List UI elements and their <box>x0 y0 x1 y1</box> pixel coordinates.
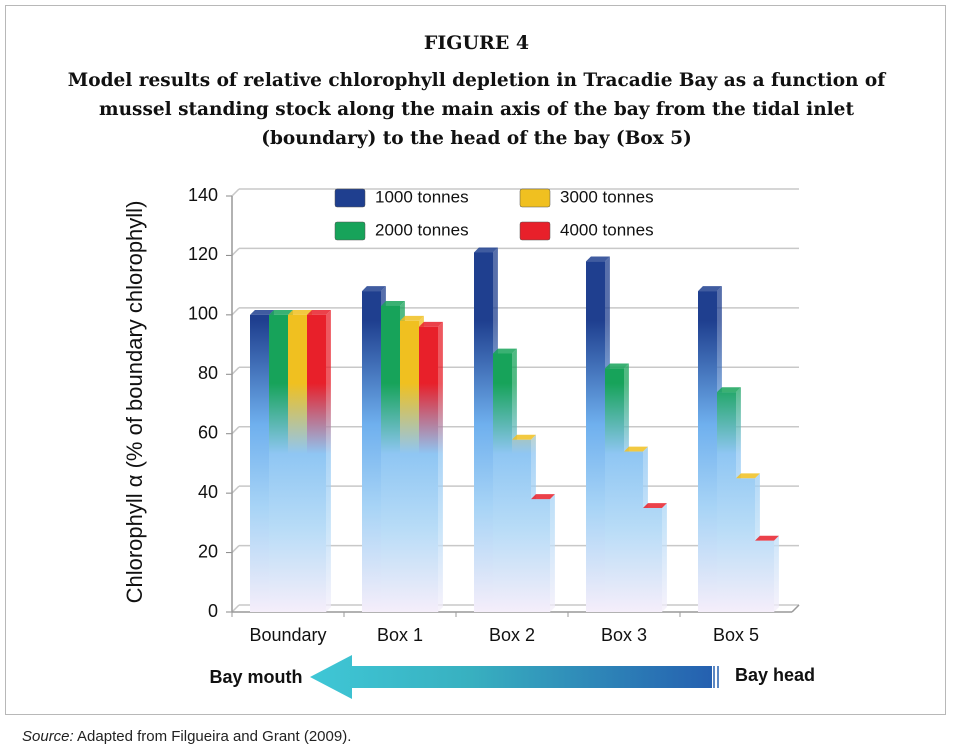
bar-top <box>643 503 667 508</box>
bar <box>755 535 779 612</box>
bay-mouth-label: Bay mouth <box>209 667 302 687</box>
bar-front <box>643 508 662 612</box>
bar-top <box>400 315 424 321</box>
bar-top <box>362 286 386 292</box>
y-tick-label: 20 <box>198 541 218 561</box>
y-tick-label: 140 <box>188 185 218 205</box>
bar-top <box>250 309 274 315</box>
bar-front <box>586 261 605 612</box>
x-tick-label: Box 3 <box>601 625 647 645</box>
bar-front <box>624 451 643 612</box>
bar-front <box>605 368 624 612</box>
x-tick-label: Box 2 <box>489 625 535 645</box>
grid-line-side <box>231 247 240 256</box>
figure-subtitle: Model results of relative chlorophyll de… <box>67 70 886 149</box>
legend-label: 2000 tonnes <box>375 220 469 239</box>
x-axis-back <box>791 604 800 613</box>
bar-top <box>419 321 443 327</box>
chart: Bay mouth Bay head Chlorophyll α (% of b… <box>122 185 815 699</box>
legend-label: 1000 tonnes <box>375 187 469 206</box>
legend-label: 4000 tonnes <box>560 220 654 239</box>
bar <box>419 321 443 612</box>
legend-swatch <box>334 221 366 241</box>
bar-top <box>755 535 779 541</box>
grid-line-side <box>231 426 240 435</box>
bar-top <box>474 247 498 253</box>
legend-label: 3000 tonnes <box>560 187 654 206</box>
bar-top <box>307 309 331 315</box>
bar-front <box>531 499 550 612</box>
bar-front <box>717 392 736 612</box>
y-tick-label: 60 <box>198 422 218 442</box>
bar-front <box>755 540 774 612</box>
bar-side <box>774 535 779 612</box>
bar-front <box>419 326 438 612</box>
x-tick-label: Box 1 <box>377 625 423 645</box>
bar <box>643 503 667 612</box>
bar-front <box>400 320 419 612</box>
bar-top <box>531 494 555 500</box>
legend-swatch <box>519 221 551 241</box>
bar-top <box>269 309 293 315</box>
source-text: Adapted from Filgueira and Grant (2009). <box>77 728 352 745</box>
x-tick-label: Boundary <box>249 625 326 645</box>
source-note: Source: Adapted from Filgueira and Grant… <box>22 728 351 745</box>
bar-front <box>381 305 400 612</box>
y-tick-label: 120 <box>188 244 218 264</box>
bar-top <box>493 348 517 354</box>
bar-front <box>362 291 381 612</box>
y-tick-label: 80 <box>198 363 218 383</box>
bar-top <box>381 301 405 306</box>
bar-front <box>474 252 493 612</box>
bar-top <box>605 363 629 369</box>
bar-front <box>512 439 531 612</box>
grid-line-side <box>231 485 240 494</box>
y-tick-label: 40 <box>198 482 218 502</box>
bar-side <box>438 321 443 612</box>
grid-line-side <box>231 366 240 375</box>
bar-front <box>307 314 326 612</box>
bar-front <box>493 353 512 612</box>
grid-line-side <box>231 604 240 613</box>
bar-front <box>288 314 307 612</box>
y-axis-label: Chlorophyll α (% of boundary chlorophyll… <box>122 201 147 604</box>
grid-line-side <box>231 188 240 197</box>
y-tick-label: 0 <box>208 601 218 621</box>
bar-side <box>662 503 667 612</box>
bay-head-label: Bay head <box>735 665 815 685</box>
bar-top <box>512 434 536 440</box>
grid-line-side <box>231 307 240 316</box>
bar-top <box>624 446 648 452</box>
bar-side <box>326 309 331 612</box>
figure-title: FIGURE 4 <box>423 32 530 54</box>
source-label: Source: <box>22 728 74 745</box>
legend-swatch <box>334 188 366 208</box>
bar-front <box>698 291 717 612</box>
direction-arrow <box>310 655 712 699</box>
grid-line-side <box>231 545 240 554</box>
x-tick-label: Box 5 <box>713 625 759 645</box>
bar-top <box>717 387 741 393</box>
legend-swatch <box>519 188 551 208</box>
bar <box>531 494 555 612</box>
bar-top <box>288 309 312 315</box>
bar-side <box>550 494 555 612</box>
bar-top <box>698 286 722 292</box>
bar-top <box>586 256 610 262</box>
bar-top <box>736 473 760 479</box>
bar-front <box>736 478 755 612</box>
figure-frame <box>5 5 946 715</box>
bar <box>307 309 331 612</box>
y-tick-label: 100 <box>188 304 218 324</box>
bar-front <box>269 314 288 612</box>
bar-front <box>250 314 269 612</box>
